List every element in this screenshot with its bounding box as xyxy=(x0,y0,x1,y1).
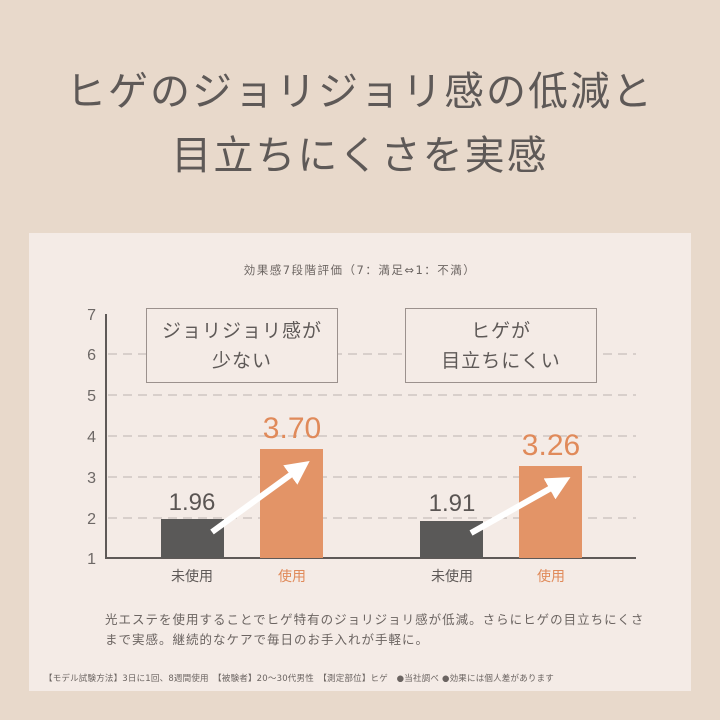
bar-group1-before xyxy=(161,519,224,558)
description: 光エステを使用することでヒゲ特有のジョリジョリ感が低減。さらにヒゲの目立ちにくさ… xyxy=(105,610,645,650)
arrow-icon xyxy=(469,477,571,536)
chart-title: 効果感7段階評価（7：満足⇔1：不満） xyxy=(243,263,477,277)
category-label-group2-before: 未使用 xyxy=(431,568,473,585)
group-2-label-box: ヒゲが 目立ちにくい xyxy=(405,308,597,383)
category-label-group1-before: 未使用 xyxy=(171,568,213,585)
y-tick-7: 7 xyxy=(87,307,96,324)
footnote: 【モデル試験方法】3日に1回、8週間使用 【被験者】20～30代男性 【測定部位… xyxy=(44,674,554,684)
headline-line-1: ヒゲのジョリジョリ感の低減と xyxy=(66,69,654,115)
y-tick-2: 2 xyxy=(87,511,96,528)
bar-group2-after xyxy=(519,466,582,558)
group-2-bars: 1.91 3.26 未使用 使用 xyxy=(420,429,582,585)
description-line-2: まで実感。継続的なケアで毎日のお手入れが手軽に。 xyxy=(105,632,430,647)
headline: ヒゲのジョリジョリ感の低減と 目立ちにくさを実感 xyxy=(0,60,720,188)
y-tick-labels: 7 6 5 4 3 2 1 xyxy=(87,307,96,568)
value-label-group2-after: 3.26 xyxy=(522,429,580,462)
category-label-group2-after: 使用 xyxy=(537,568,565,585)
group-1-label-box: ジョリジョリ感が 少ない xyxy=(146,308,338,383)
headline-line-2: 目立ちにくさを実感 xyxy=(171,133,549,179)
group-1-label-line-2: 少ない xyxy=(211,349,272,372)
group-2-label-line-1: ヒゲが xyxy=(470,319,531,342)
y-tick-3: 3 xyxy=(87,470,96,487)
group-1-bars: 1.96 3.70 未使用 使用 xyxy=(161,412,323,585)
y-tick-6: 6 xyxy=(87,347,96,364)
arrow-icon xyxy=(210,460,310,535)
category-label-group1-after: 使用 xyxy=(278,568,306,585)
y-tick-4: 4 xyxy=(87,429,96,446)
bar-group1-after xyxy=(260,449,323,558)
value-label-group1-after: 3.70 xyxy=(263,412,321,445)
group-2-label-line-2: 目立ちにくい xyxy=(441,349,561,372)
bar-group2-before xyxy=(420,521,483,558)
y-tick-5: 5 xyxy=(87,388,96,405)
group-1-label-line-1: ジョリジョリ感が xyxy=(161,319,322,342)
value-label-group1-before: 1.96 xyxy=(169,489,216,516)
y-tick-1: 1 xyxy=(87,551,96,568)
description-line-1: 光エステを使用することでヒゲ特有のジョリジョリ感が低減。さらにヒゲの目立ちにくさ xyxy=(105,612,645,627)
value-label-group2-before: 1.91 xyxy=(429,490,476,517)
